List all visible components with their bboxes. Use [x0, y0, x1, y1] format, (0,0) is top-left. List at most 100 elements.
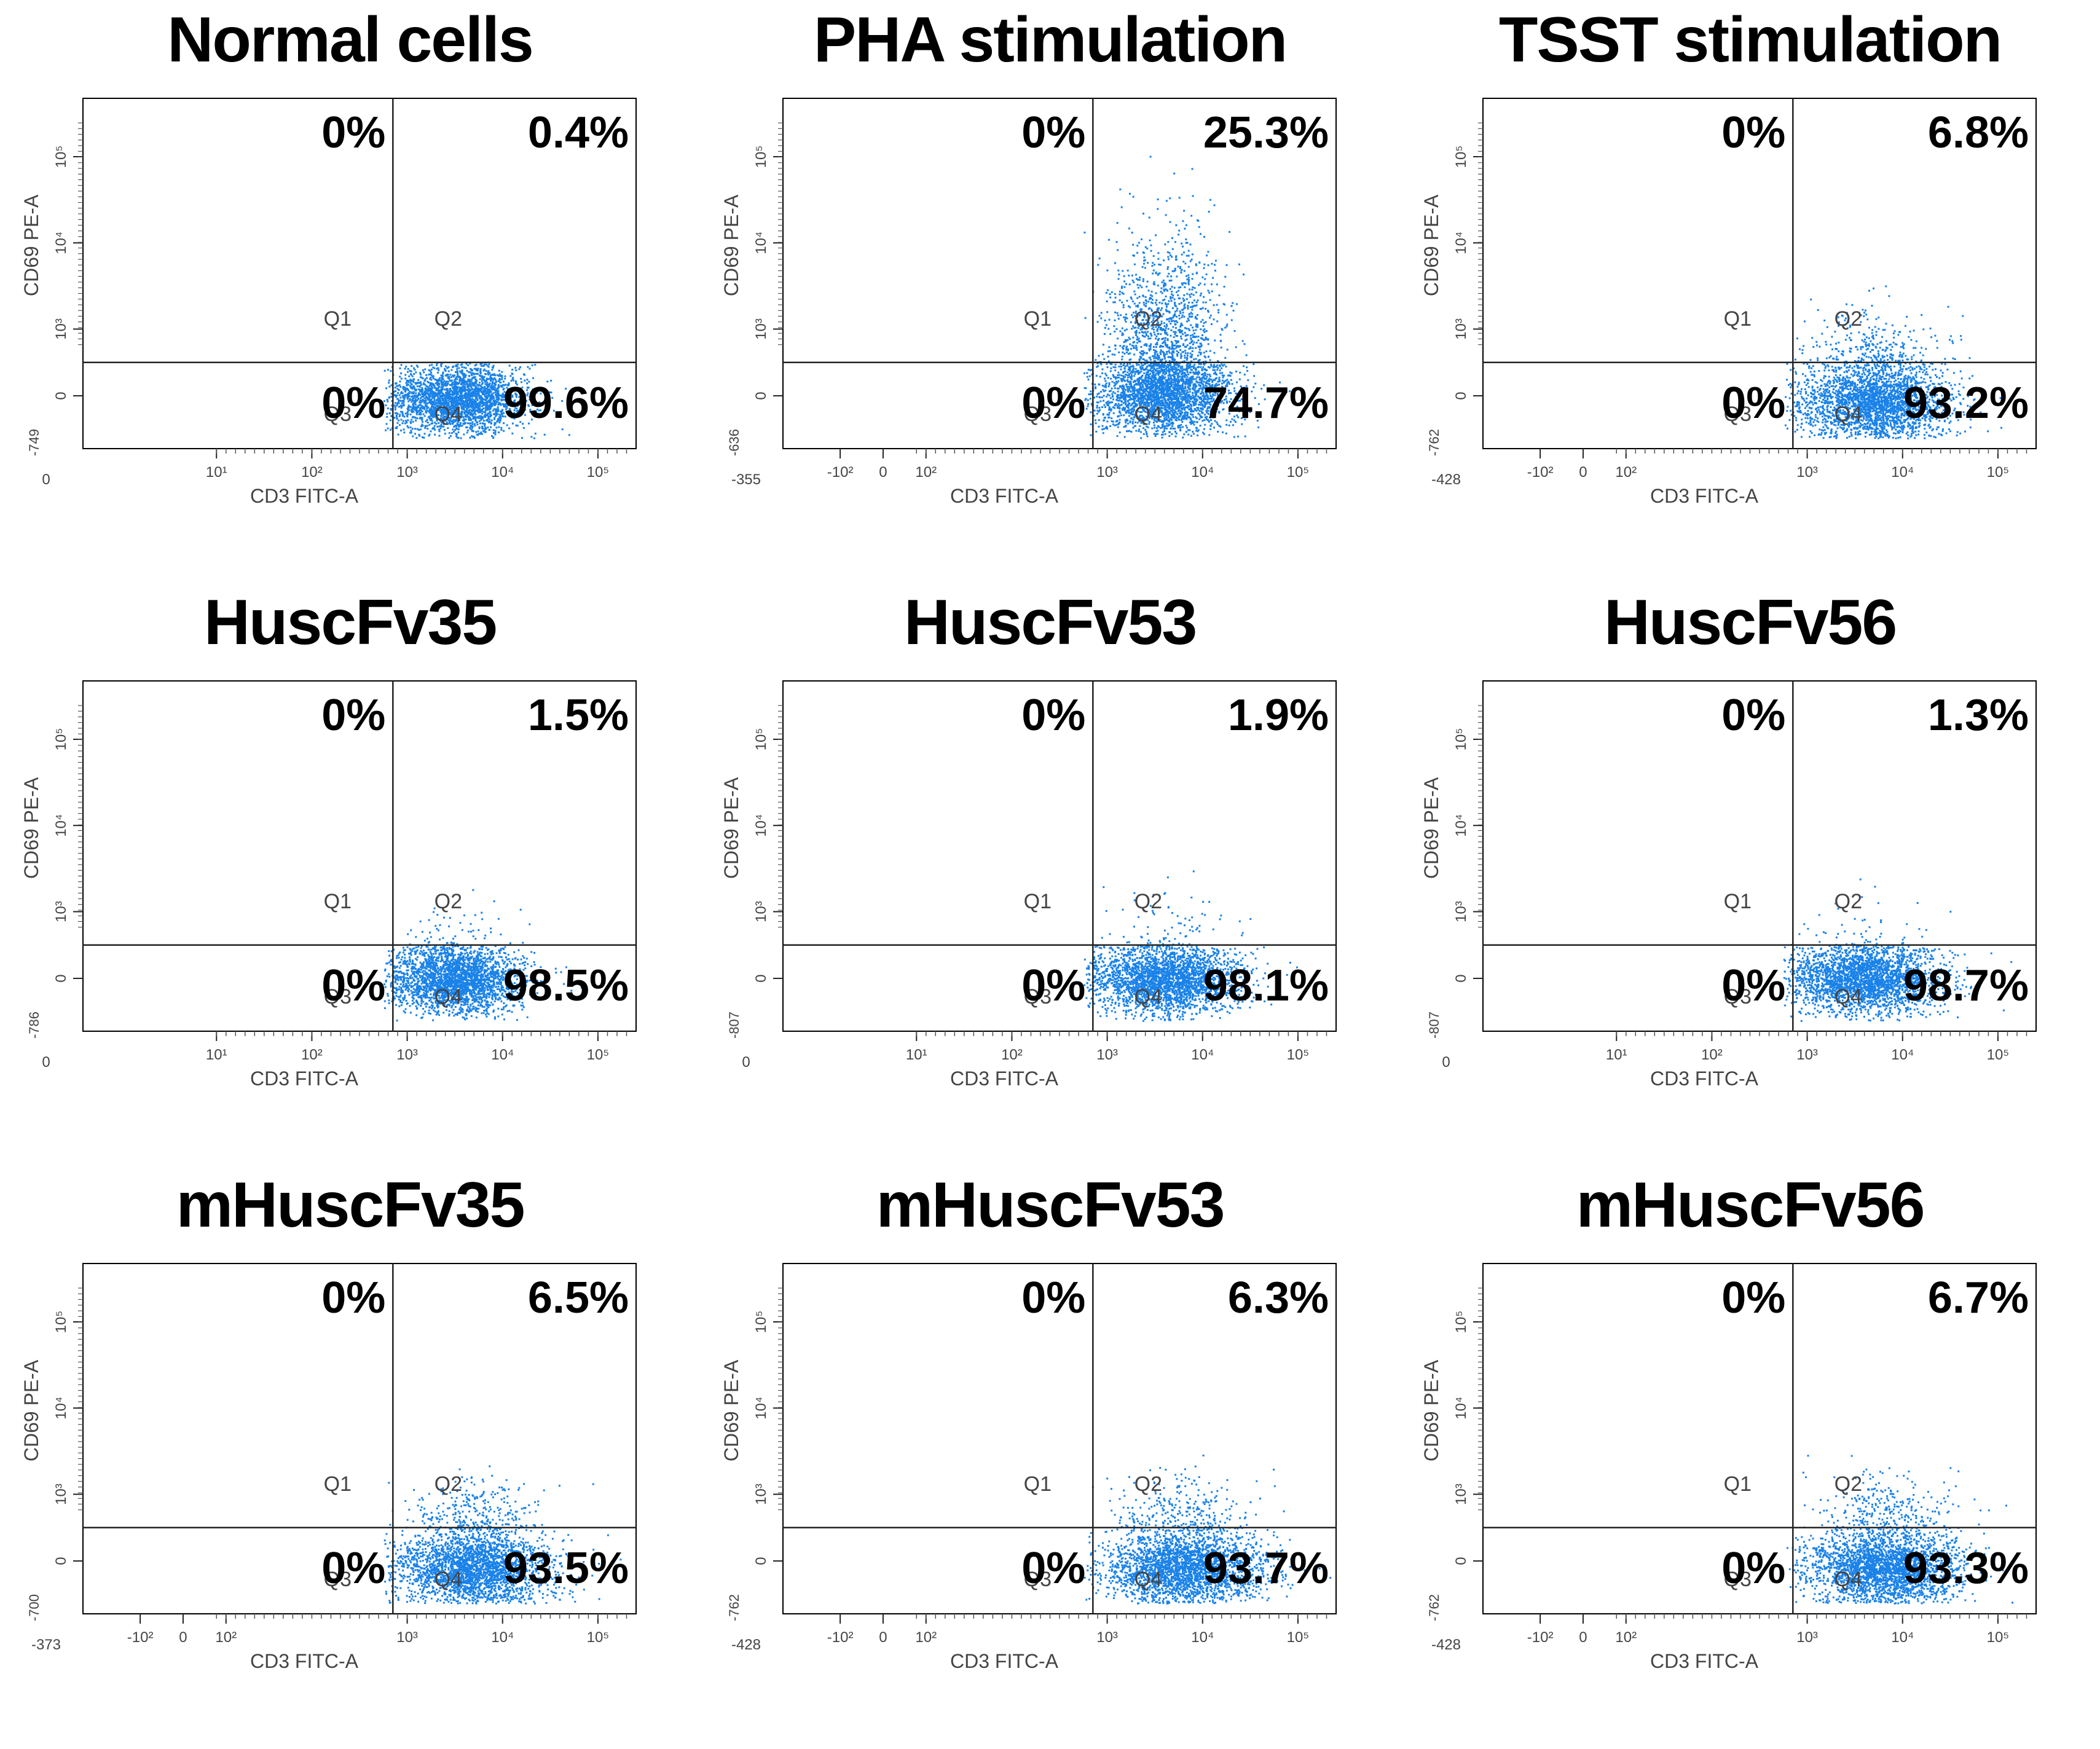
event-dot [1174, 381, 1176, 383]
event-dot [409, 398, 411, 400]
event-dot [444, 418, 446, 420]
event-dot [1202, 375, 1205, 377]
event-dot [1120, 414, 1123, 417]
event-dot [461, 403, 463, 405]
event-dot [407, 389, 409, 391]
event-dot [1098, 419, 1100, 421]
event-dot [435, 407, 437, 410]
event-dot [1211, 423, 1213, 425]
event-dot [1198, 418, 1201, 420]
event-dot [411, 391, 413, 393]
event-dot [463, 409, 465, 411]
event-dot [1149, 417, 1151, 419]
event-dot [489, 414, 492, 416]
event-dot [487, 393, 490, 395]
event-dot [1214, 366, 1216, 368]
event-dot [1138, 388, 1141, 390]
event-dot [407, 406, 409, 409]
event-dot [434, 409, 436, 411]
event-dot [1167, 383, 1170, 385]
event-dot [482, 430, 484, 432]
event-dot [1162, 404, 1165, 406]
event-dot [1090, 390, 1092, 393]
event-dot [490, 385, 493, 387]
event-dot [1186, 426, 1188, 429]
event-dot [446, 391, 449, 393]
event-dot [440, 408, 442, 411]
event-dot [1176, 372, 1179, 374]
event-dot [461, 389, 463, 391]
event-dot [484, 423, 486, 425]
event-dot [457, 392, 459, 395]
event-dot [1145, 367, 1147, 369]
event-dot [1201, 368, 1203, 371]
event-dot [1175, 394, 1177, 396]
event-dot [1176, 407, 1179, 409]
event-dot [449, 391, 451, 393]
event-dot [1093, 409, 1096, 412]
event-dot [399, 367, 401, 369]
event-dot [1160, 387, 1163, 390]
event-dot [446, 409, 449, 411]
event-dot [1166, 402, 1168, 404]
event-dot [498, 426, 500, 428]
event-dot [1176, 363, 1178, 366]
event-dot [519, 366, 521, 368]
event-dot [1202, 405, 1204, 407]
event-dot [1162, 380, 1165, 383]
event-dot [1197, 429, 1200, 431]
event-dot [438, 382, 441, 385]
event-dot [424, 427, 427, 430]
event-dot [1200, 387, 1202, 390]
event-dot [414, 409, 416, 411]
event-dot [1176, 403, 1179, 405]
event-dot [428, 396, 431, 398]
event-dot [1195, 371, 1197, 374]
event-dot [1189, 382, 1192, 384]
event-dot [519, 387, 522, 390]
event-dot [1197, 409, 1200, 411]
event-dot [396, 418, 398, 420]
event-dot [1128, 394, 1131, 396]
event-dot [1175, 415, 1178, 418]
event-dot [1218, 425, 1221, 427]
event-dot [1158, 367, 1160, 369]
event-dot [1184, 387, 1187, 390]
event-dot [487, 372, 489, 375]
event-dot [1177, 425, 1179, 427]
event-dot [1131, 421, 1134, 423]
event-dot [431, 412, 433, 414]
event-dot [1162, 387, 1164, 390]
event-dot [470, 404, 472, 406]
event-dot [398, 419, 400, 422]
event-dot [437, 406, 439, 408]
event-dot [1133, 400, 1136, 403]
event-dot [457, 411, 459, 414]
y-min-label: -749 [26, 429, 42, 456]
event-dot [1135, 430, 1138, 432]
event-dot [1192, 375, 1194, 378]
event-dot [1114, 407, 1115, 409]
event-dot [454, 379, 456, 382]
event-dot [383, 369, 386, 372]
event-dot [455, 425, 457, 428]
event-dot [443, 398, 446, 400]
event-dot [1166, 403, 1168, 406]
event-dot [1151, 383, 1154, 386]
event-dot [425, 395, 428, 398]
event-dot [526, 394, 529, 396]
event-dot [529, 409, 532, 411]
event-dot [490, 378, 492, 380]
event-dot [476, 415, 479, 418]
event-dot [1203, 428, 1205, 430]
event-dot [527, 366, 529, 368]
event-dot [1220, 388, 1222, 390]
facs-panel: PHA stimulation -10² 0 10² 10³ 10⁴ 10⁵ -355 0 10³… [700, 0, 1400, 583]
event-dot [486, 395, 488, 397]
event-dot [1210, 365, 1213, 367]
event-dot [539, 409, 541, 412]
event-dot [1200, 410, 1203, 412]
event-dot [395, 427, 397, 429]
event-dot [464, 390, 466, 392]
event-dot [454, 388, 456, 390]
